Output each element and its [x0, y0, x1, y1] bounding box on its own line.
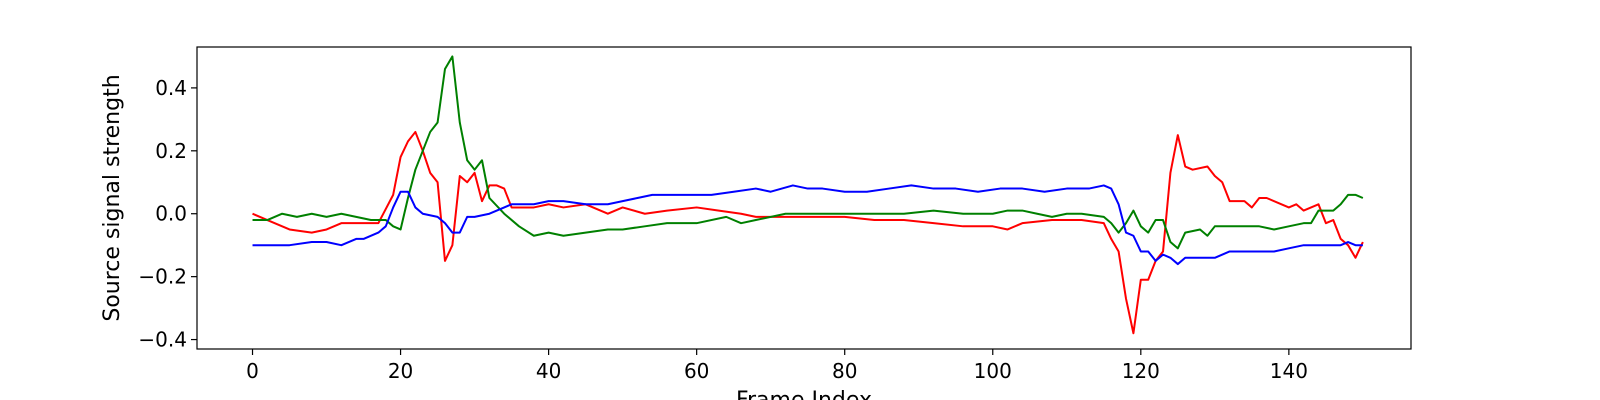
series-line [252, 130, 1364, 335]
x-tick-label: 120 [1122, 359, 1160, 383]
x-tick-label: 100 [974, 359, 1012, 383]
x-tick-label: 60 [684, 359, 709, 383]
x-tick-label: 20 [388, 359, 413, 383]
x-tick-label: 40 [536, 359, 561, 383]
y-tick-label: 0.4 [155, 76, 187, 100]
y-tick-label: −0.4 [138, 328, 187, 352]
x-tick-label: 140 [1270, 359, 1308, 383]
y-tick-label: −0.2 [138, 265, 187, 289]
series-layer [252, 55, 1364, 335]
y-tick-label: 0.2 [155, 139, 187, 163]
y-tick-label: 0.0 [155, 202, 187, 226]
x-axis-label: Frame Index [736, 388, 872, 400]
plot-frame [196, 46, 1412, 350]
x-tick-label: 0 [246, 359, 259, 383]
series-line [252, 184, 1363, 266]
series-line [252, 55, 1364, 250]
y-axis-label: Source signal strength [100, 74, 125, 321]
axes: 0 20 40 60 80 100 120 140 −0.4 −0.2 0.0 0.2 0.4 [138, 76, 1308, 383]
x-tick-label: 80 [832, 359, 857, 383]
